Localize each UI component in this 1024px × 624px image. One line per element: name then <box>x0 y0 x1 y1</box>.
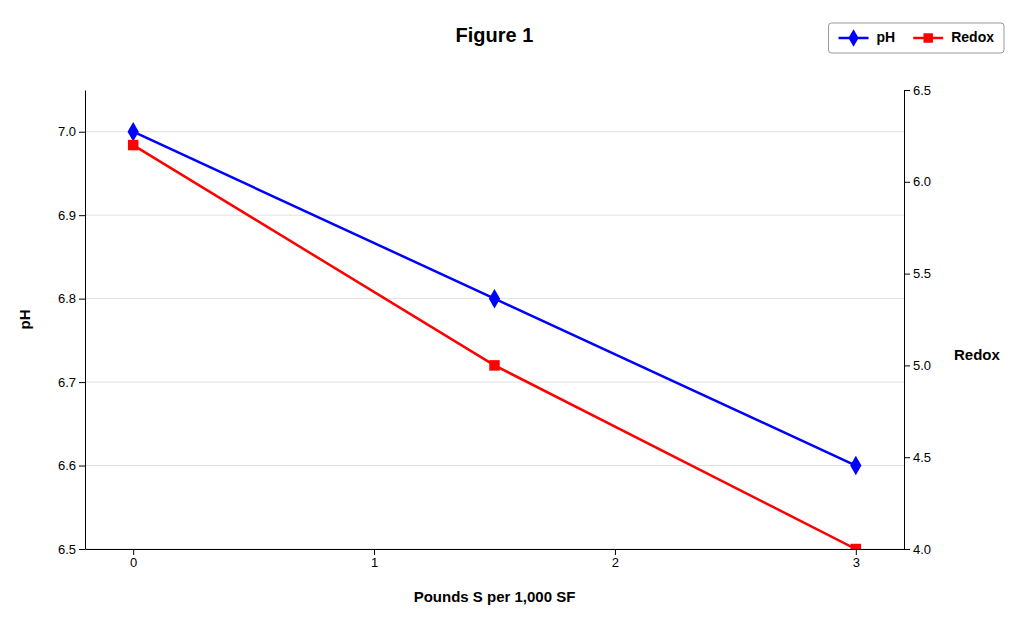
grid-line <box>85 549 904 550</box>
tick-label: 3 <box>853 555 860 570</box>
tick: 6.8 <box>58 291 85 306</box>
tick-mark <box>904 549 910 550</box>
tick-mark <box>79 215 85 216</box>
tick: 0 <box>130 549 137 570</box>
tick: 4.0 <box>904 542 931 557</box>
tick-mark <box>79 382 85 383</box>
legend-label: pH <box>877 29 896 45</box>
point <box>128 122 139 142</box>
tick-label: 1 <box>371 555 378 570</box>
tick: 6.6 <box>58 458 85 473</box>
legend-label: Redox <box>951 29 994 45</box>
tick-mark <box>904 182 910 183</box>
tick-label: 7.0 <box>58 124 76 139</box>
tick-label: 6.5 <box>58 542 76 557</box>
tick-mark <box>904 90 910 91</box>
legend-item: pH <box>839 29 896 47</box>
grid <box>85 132 904 549</box>
tick-label: 5.0 <box>913 358 931 373</box>
tick-mark <box>904 274 910 275</box>
legend: pH Redox <box>829 23 1004 53</box>
title: Figure 1 <box>456 24 534 46</box>
tick-mark <box>904 365 910 366</box>
y2-axis: 4.0 4.5 5.0 5.5 6.0 6.5 <box>904 83 931 557</box>
tick: 5.0 <box>904 358 931 373</box>
point <box>128 140 138 150</box>
marks <box>128 122 862 549</box>
tick: 7.0 <box>58 124 85 139</box>
tick-label: 4.5 <box>913 450 931 465</box>
tick: 6.0 <box>904 174 931 189</box>
grid-line <box>85 131 904 132</box>
grid-line <box>85 382 904 383</box>
tick-label: 2 <box>612 555 619 570</box>
line <box>133 145 856 549</box>
tick: 6.5 <box>58 542 85 557</box>
legend-swatch-marker <box>848 29 858 47</box>
tick: 5.5 <box>904 266 931 281</box>
legend-swatch-marker <box>923 33 932 42</box>
y-axis: 6.5 6.6 6.7 6.8 6.9 7.0 <box>58 91 86 557</box>
tick-mark <box>79 466 85 467</box>
tick-mark <box>374 549 375 555</box>
tick-mark <box>856 549 857 555</box>
tick-label: 6.5 <box>913 83 931 98</box>
point <box>850 456 861 476</box>
series <box>128 122 862 475</box>
grid-line <box>85 215 904 216</box>
tick-mark <box>615 549 616 555</box>
axis-line <box>86 549 905 550</box>
y2-axis-title: Redox <box>954 346 1001 363</box>
tick-label: 6.7 <box>58 375 76 390</box>
tick: 4.5 <box>904 450 931 465</box>
tick: 1 <box>371 549 378 570</box>
point <box>489 289 500 309</box>
tick: 6.7 <box>58 375 85 390</box>
tick: 6.5 <box>904 83 931 98</box>
point <box>851 544 861 549</box>
tick-mark <box>79 132 85 133</box>
grid-line <box>85 465 904 466</box>
tick-label: 5.5 <box>913 266 931 281</box>
chart: 0 1 2 3 6.5 6.6 6.7 6.8 6.9 7.0 4.0 4.5 5.0 5.5 6.0 6.5… <box>0 0 1024 624</box>
x-axis-title: Pounds S per 1,000 SF <box>414 588 576 605</box>
tick-mark <box>79 299 85 300</box>
tick: 6.9 <box>58 208 85 223</box>
tick-mark <box>133 549 134 555</box>
tick-label: 6.6 <box>58 458 76 473</box>
line <box>133 132 856 466</box>
tick-label: 6.0 <box>913 174 931 189</box>
legend-item: Redox <box>913 29 994 45</box>
series <box>128 140 861 549</box>
plot: 0 1 2 3 6.5 6.6 6.7 6.8 6.9 7.0 4.0 4.5 5.0 5.5 6.0 6.5 <box>58 83 931 571</box>
tick-mark <box>904 457 910 458</box>
tick-label: 6.9 <box>58 208 76 223</box>
tick-label: 6.8 <box>58 291 76 306</box>
tick: 2 <box>612 549 619 570</box>
y-axis-title: pH <box>16 310 33 330</box>
axis-line <box>85 91 86 550</box>
tick-label: 0 <box>130 555 137 570</box>
x-axis: 0 1 2 3 <box>86 549 905 570</box>
tick-mark <box>79 549 85 550</box>
tick: 3 <box>853 549 860 570</box>
axis-line <box>904 91 905 550</box>
tick-label: 4.0 <box>913 542 931 557</box>
legend-frame <box>829 23 1004 53</box>
point <box>489 360 499 370</box>
